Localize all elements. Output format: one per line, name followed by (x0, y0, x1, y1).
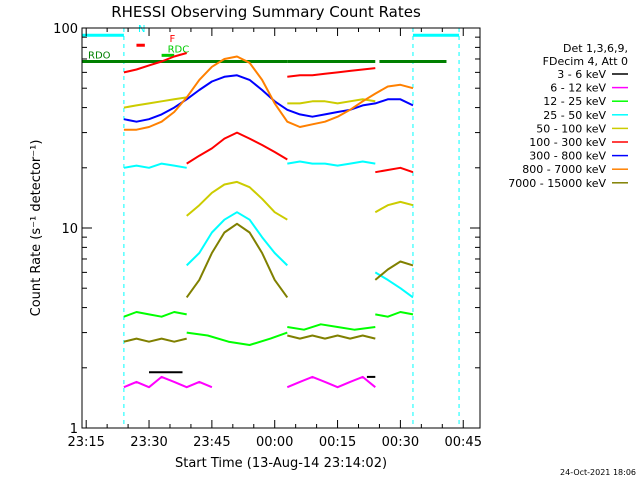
x-tick-label: 23:30 (130, 435, 167, 450)
series-line (123, 96, 187, 109)
series-line (123, 74, 414, 123)
legend-header: Det 1,3,6,9, (563, 42, 628, 55)
series-line (123, 375, 213, 389)
series-line (287, 160, 376, 167)
legend-entry-label: 25 - 50 keV (543, 109, 606, 122)
series-line (374, 200, 414, 214)
x-tick-label: 00:30 (382, 435, 419, 450)
legend-header: FDecim 4, Att 0 (543, 55, 628, 68)
series-line (186, 131, 288, 165)
series-line (287, 67, 376, 78)
flag-label: N (138, 24, 145, 35)
x-tick-label: 00:00 (256, 435, 293, 450)
series-line (186, 180, 288, 221)
generation-timestamp: 24-Oct-2021 18:06 (560, 468, 636, 477)
x-tick-label: 00:45 (445, 435, 482, 450)
legend-entry-label: 100 - 300 keV (529, 136, 606, 149)
series-lines (123, 52, 414, 389)
series-line (186, 331, 288, 346)
series-line (123, 55, 414, 131)
y-axis: 1 10 100 (53, 22, 480, 437)
chart-title: RHESSI Observing Summary Count Rates (111, 3, 421, 21)
plot-frame (81, 27, 481, 429)
legend-entry-label: 800 - 7000 keV (522, 163, 606, 176)
flag-label: RDO (88, 50, 111, 61)
y-axis-label: Count Rate (s⁻¹ detector⁻¹) (29, 140, 44, 317)
legend-entry-label: 3 - 6 keV (557, 68, 606, 81)
series-line (185, 222, 289, 298)
x-tick-label: 00:15 (319, 435, 356, 450)
y-tick-label: 100 (53, 22, 78, 37)
flag-label: F (169, 34, 175, 45)
reference-lines (123, 28, 460, 428)
series-line (374, 260, 414, 281)
series-line (374, 271, 414, 299)
legend-entry-label: 300 - 800 keV (529, 150, 606, 163)
series-line (123, 311, 187, 318)
series-line (123, 162, 187, 169)
x-tick-label: 23:15 (67, 435, 104, 450)
legend-entry-label: 50 - 100 keV (536, 122, 606, 135)
series-line (286, 375, 376, 389)
legend-entry-label: 6 - 12 keV (550, 82, 606, 95)
series-line (123, 52, 187, 74)
series-line (287, 334, 376, 340)
series-line (185, 211, 289, 267)
legend-entry-label: 12 - 25 keV (543, 95, 606, 108)
x-axis: 23:15 23:30 23:45 00:00 00:15 00:30 00:45 (67, 28, 482, 450)
series-line (287, 323, 376, 331)
series-line (375, 311, 414, 318)
x-axis-label: Start Time (13-Aug-14 23:14:02) (175, 456, 387, 471)
y-tick-label: 1 (70, 422, 78, 437)
legend-entry-label: 7000 - 15000 keV (508, 177, 606, 190)
series-line (375, 166, 414, 174)
series-line (123, 337, 187, 343)
x-tick-label: 23:45 (193, 435, 230, 450)
flag-label: RDC (168, 44, 190, 55)
series-line (287, 98, 376, 105)
y-tick-label: 10 (61, 222, 78, 237)
